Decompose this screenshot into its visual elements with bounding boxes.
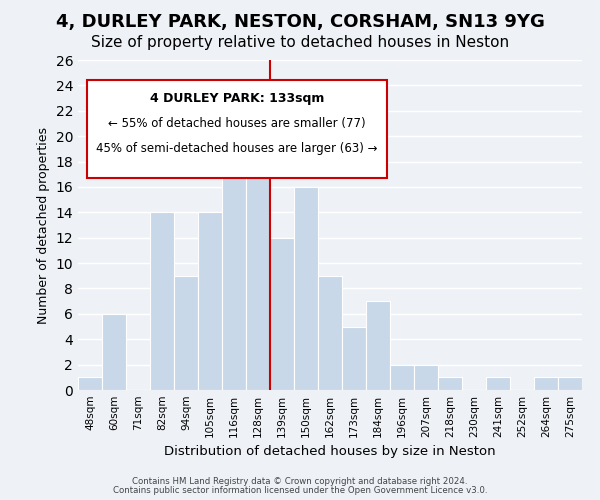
Bar	[414, 364, 438, 390]
Bar	[246, 149, 270, 390]
Text: 4, DURLEY PARK, NESTON, CORSHAM, SN13 9YG: 4, DURLEY PARK, NESTON, CORSHAM, SN13 9Y…	[56, 12, 544, 30]
Bar	[342, 326, 366, 390]
Bar	[150, 212, 174, 390]
Bar	[366, 301, 390, 390]
Text: Contains public sector information licensed under the Open Government Licence v3: Contains public sector information licen…	[113, 486, 487, 495]
Bar	[102, 314, 126, 390]
Bar	[198, 212, 222, 390]
Bar	[222, 111, 246, 390]
Bar	[534, 378, 558, 390]
Bar	[318, 276, 342, 390]
Bar	[486, 378, 510, 390]
Bar	[438, 378, 462, 390]
Text: 4 DURLEY PARK: 133sqm: 4 DURLEY PARK: 133sqm	[150, 92, 324, 106]
Text: 45% of semi-detached houses are larger (63) →: 45% of semi-detached houses are larger (…	[96, 142, 378, 156]
Bar	[270, 238, 294, 390]
Text: Contains HM Land Registry data © Crown copyright and database right 2024.: Contains HM Land Registry data © Crown c…	[132, 477, 468, 486]
X-axis label: Distribution of detached houses by size in Neston: Distribution of detached houses by size …	[164, 446, 496, 458]
Text: ← 55% of detached houses are smaller (77): ← 55% of detached houses are smaller (77…	[108, 118, 366, 130]
Bar	[294, 187, 318, 390]
Bar	[390, 364, 414, 390]
Bar	[558, 378, 582, 390]
Bar	[78, 378, 102, 390]
Y-axis label: Number of detached properties: Number of detached properties	[37, 126, 50, 324]
Bar	[174, 276, 198, 390]
Text: Size of property relative to detached houses in Neston: Size of property relative to detached ho…	[91, 35, 509, 50]
